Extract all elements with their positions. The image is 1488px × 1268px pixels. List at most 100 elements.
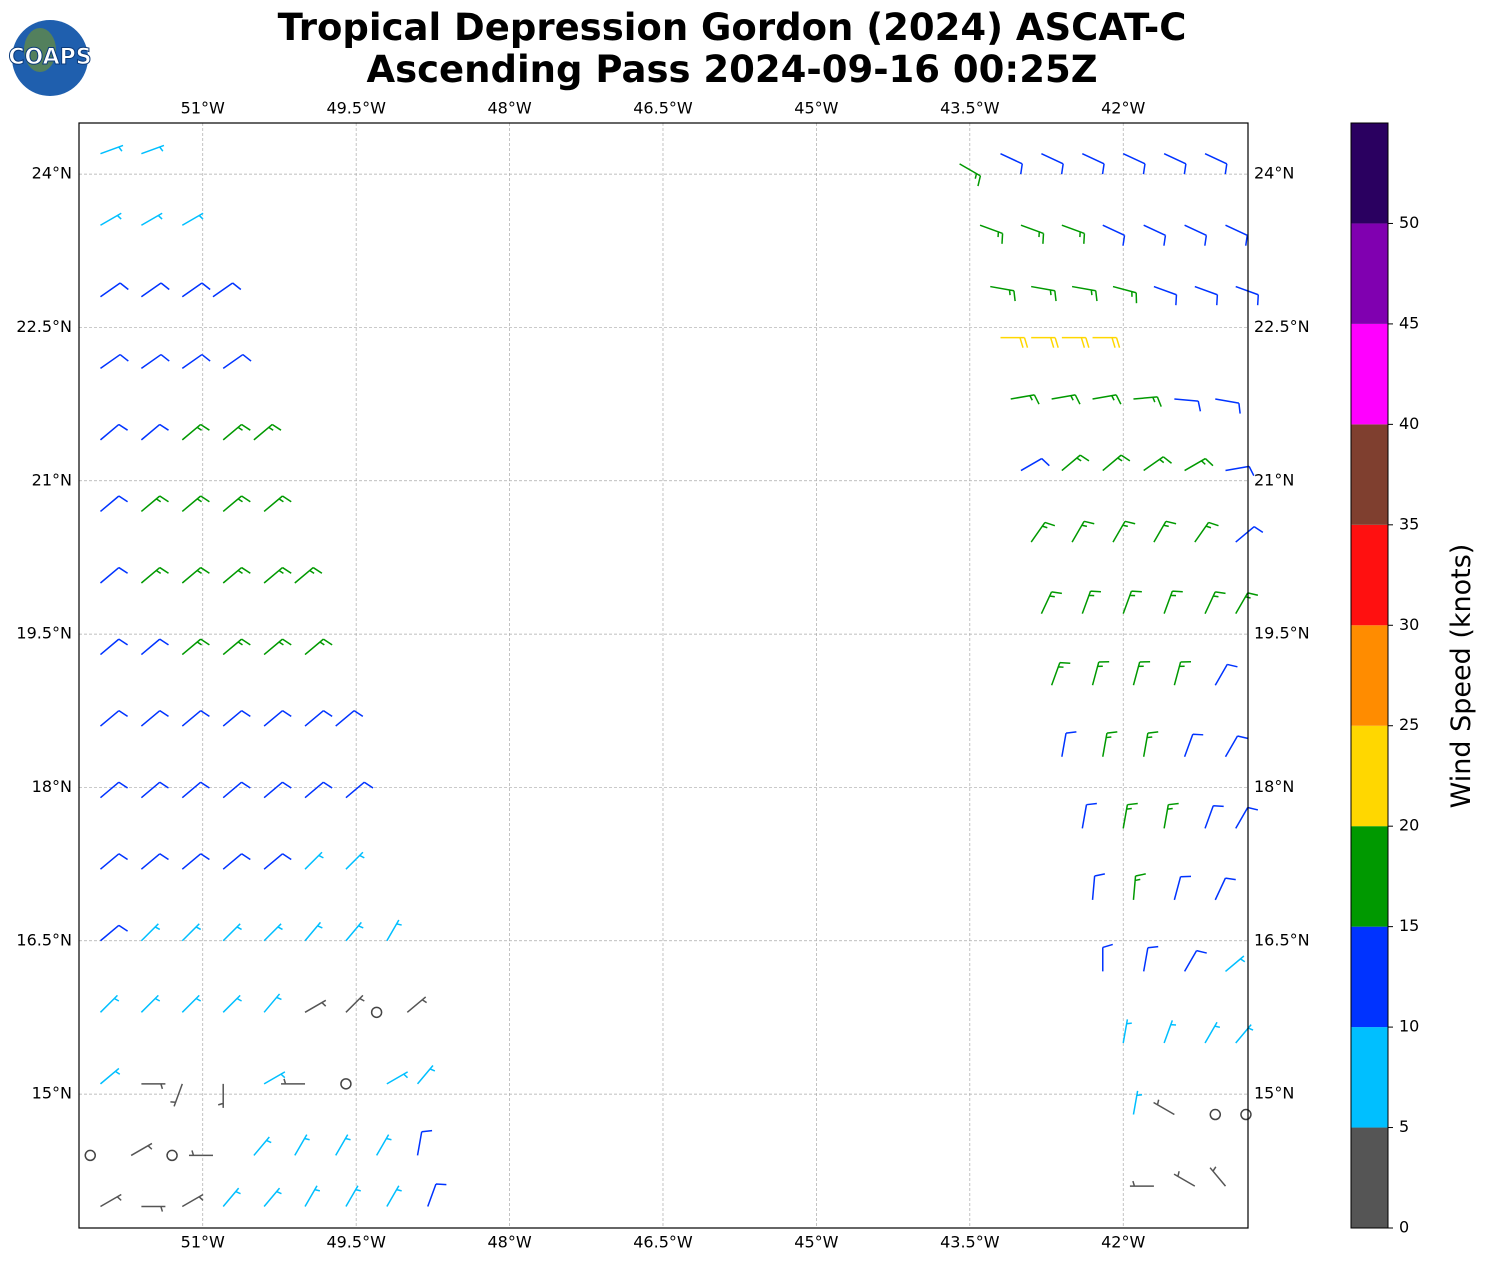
wind-barb: [406, 996, 428, 1013]
wind-barb: [294, 1134, 310, 1156]
wind-barb: [181, 212, 204, 226]
wind-barb: [181, 423, 210, 441]
wind-barb: [1214, 663, 1238, 686]
wind-barb: [100, 1193, 122, 1208]
x-tick-label: 43.5°W: [940, 1233, 1000, 1252]
wind-barb: [1102, 454, 1131, 472]
wind-barb: [188, 1150, 213, 1157]
wind-barb: [181, 566, 210, 584]
wind-barb: [1071, 285, 1098, 302]
wind-barb: [222, 853, 251, 870]
y-tick-label: 18°N: [32, 777, 72, 796]
wind-barb: [130, 1142, 153, 1157]
wind-barb: [1092, 394, 1122, 405]
wind-barb: [1235, 526, 1264, 543]
wind-barb: [1235, 806, 1259, 829]
logo-text: COAPS: [8, 45, 91, 70]
wind-barb: [1163, 590, 1183, 614]
wind-barb: [222, 566, 251, 584]
wind-barb: [1235, 592, 1259, 615]
wind-barb: [1163, 802, 1179, 829]
grid: [79, 123, 1248, 1228]
wind-barb: [99, 924, 129, 942]
wind-barb: [375, 1134, 392, 1156]
x-tick-label: 42°W: [1101, 1233, 1145, 1252]
wind-barb: [979, 224, 1004, 244]
wind-barb: [99, 566, 129, 584]
wind-barb: [386, 1185, 402, 1207]
wind-barb: [99, 853, 129, 870]
wind-barb: [1061, 224, 1086, 244]
wind-barb: [181, 1193, 204, 1208]
wind-barb: [1061, 336, 1090, 348]
wind-barb: [1133, 396, 1162, 407]
x-tick-label: 51°W: [181, 1233, 225, 1252]
wind-barb: [959, 163, 982, 187]
wind-barb: [1143, 456, 1172, 472]
wind-barb: [263, 781, 292, 799]
colorbar-tick-label: 45: [1399, 313, 1419, 332]
wind-barb: [304, 781, 333, 799]
wind-barb: [304, 921, 323, 942]
y-tick-label: 15°N: [1254, 1084, 1294, 1103]
colorbar-frame: [1350, 122, 1389, 1229]
wind-barb: [1081, 802, 1097, 829]
wind-barb: [263, 566, 292, 584]
wind-barb: [1225, 465, 1255, 477]
wind-barb: [1173, 660, 1192, 686]
wind-barb: [345, 781, 374, 799]
wind-barb: [1010, 394, 1040, 405]
wind-barb: [1204, 591, 1226, 614]
y-tick-label: 22.5°N: [1254, 317, 1310, 336]
wind-barb: [100, 144, 124, 155]
wind-barb: [212, 282, 242, 298]
wind-barb: [99, 1067, 121, 1085]
x-tick-label: 43.5°W: [940, 99, 1000, 118]
wind-barb: [1071, 520, 1095, 543]
colorbar-segment: [1351, 625, 1388, 726]
wind-barb: [1184, 224, 1208, 246]
wind-barb: [140, 781, 169, 799]
wind-barb: [1091, 873, 1106, 900]
wind-barb: [140, 282, 170, 298]
calm-marker: [340, 1078, 352, 1090]
barb-field: [84, 144, 1264, 1212]
wind-barb: [140, 994, 161, 1013]
colorbar-segment: [1351, 323, 1388, 425]
calm-marker: [1209, 1108, 1222, 1121]
wind-barb: [263, 853, 292, 870]
wind-barb: [1102, 943, 1113, 972]
colorbar-tick-label: 15: [1399, 916, 1419, 935]
wind-barb: [335, 1134, 351, 1156]
wind-barb: [1174, 398, 1202, 412]
wind-barb: [222, 923, 242, 942]
wind-barb: [386, 1071, 409, 1085]
logo-land: [24, 28, 56, 72]
x-tick-label: 49.5°W: [326, 99, 386, 118]
wind-barb: [1112, 285, 1138, 304]
wind-barb: [181, 495, 210, 513]
wind-barb: [1132, 873, 1146, 900]
chart-subtitle: Ascending Pass 2024-09-16 00:25Z: [366, 48, 1097, 91]
y-tick-label: 24°N: [1254, 164, 1294, 183]
wind-barb: [335, 710, 364, 727]
x-tick-label: 46.5°W: [633, 1233, 693, 1252]
wind-barb: [1132, 1090, 1143, 1115]
wind-barb: [1215, 398, 1241, 414]
wind-barb: [1153, 285, 1178, 306]
wind-barb: [181, 994, 202, 1013]
wind-barb: [1163, 1020, 1177, 1044]
wind-barb: [416, 1129, 433, 1156]
calm-marker: [1240, 1108, 1252, 1121]
wind-barb: [99, 710, 129, 727]
wind-barb: [140, 423, 169, 441]
wind-barb: [99, 495, 129, 513]
y-tick-label: 21°N: [1254, 470, 1294, 489]
x-tick-label: 42°W: [1101, 99, 1145, 118]
wind-barb: [141, 212, 163, 226]
wind-barb: [294, 566, 323, 584]
wind-barb: [217, 1083, 224, 1108]
wind-barb: [1050, 661, 1071, 686]
wind-barb: [181, 853, 210, 870]
wind-barb: [181, 282, 211, 298]
